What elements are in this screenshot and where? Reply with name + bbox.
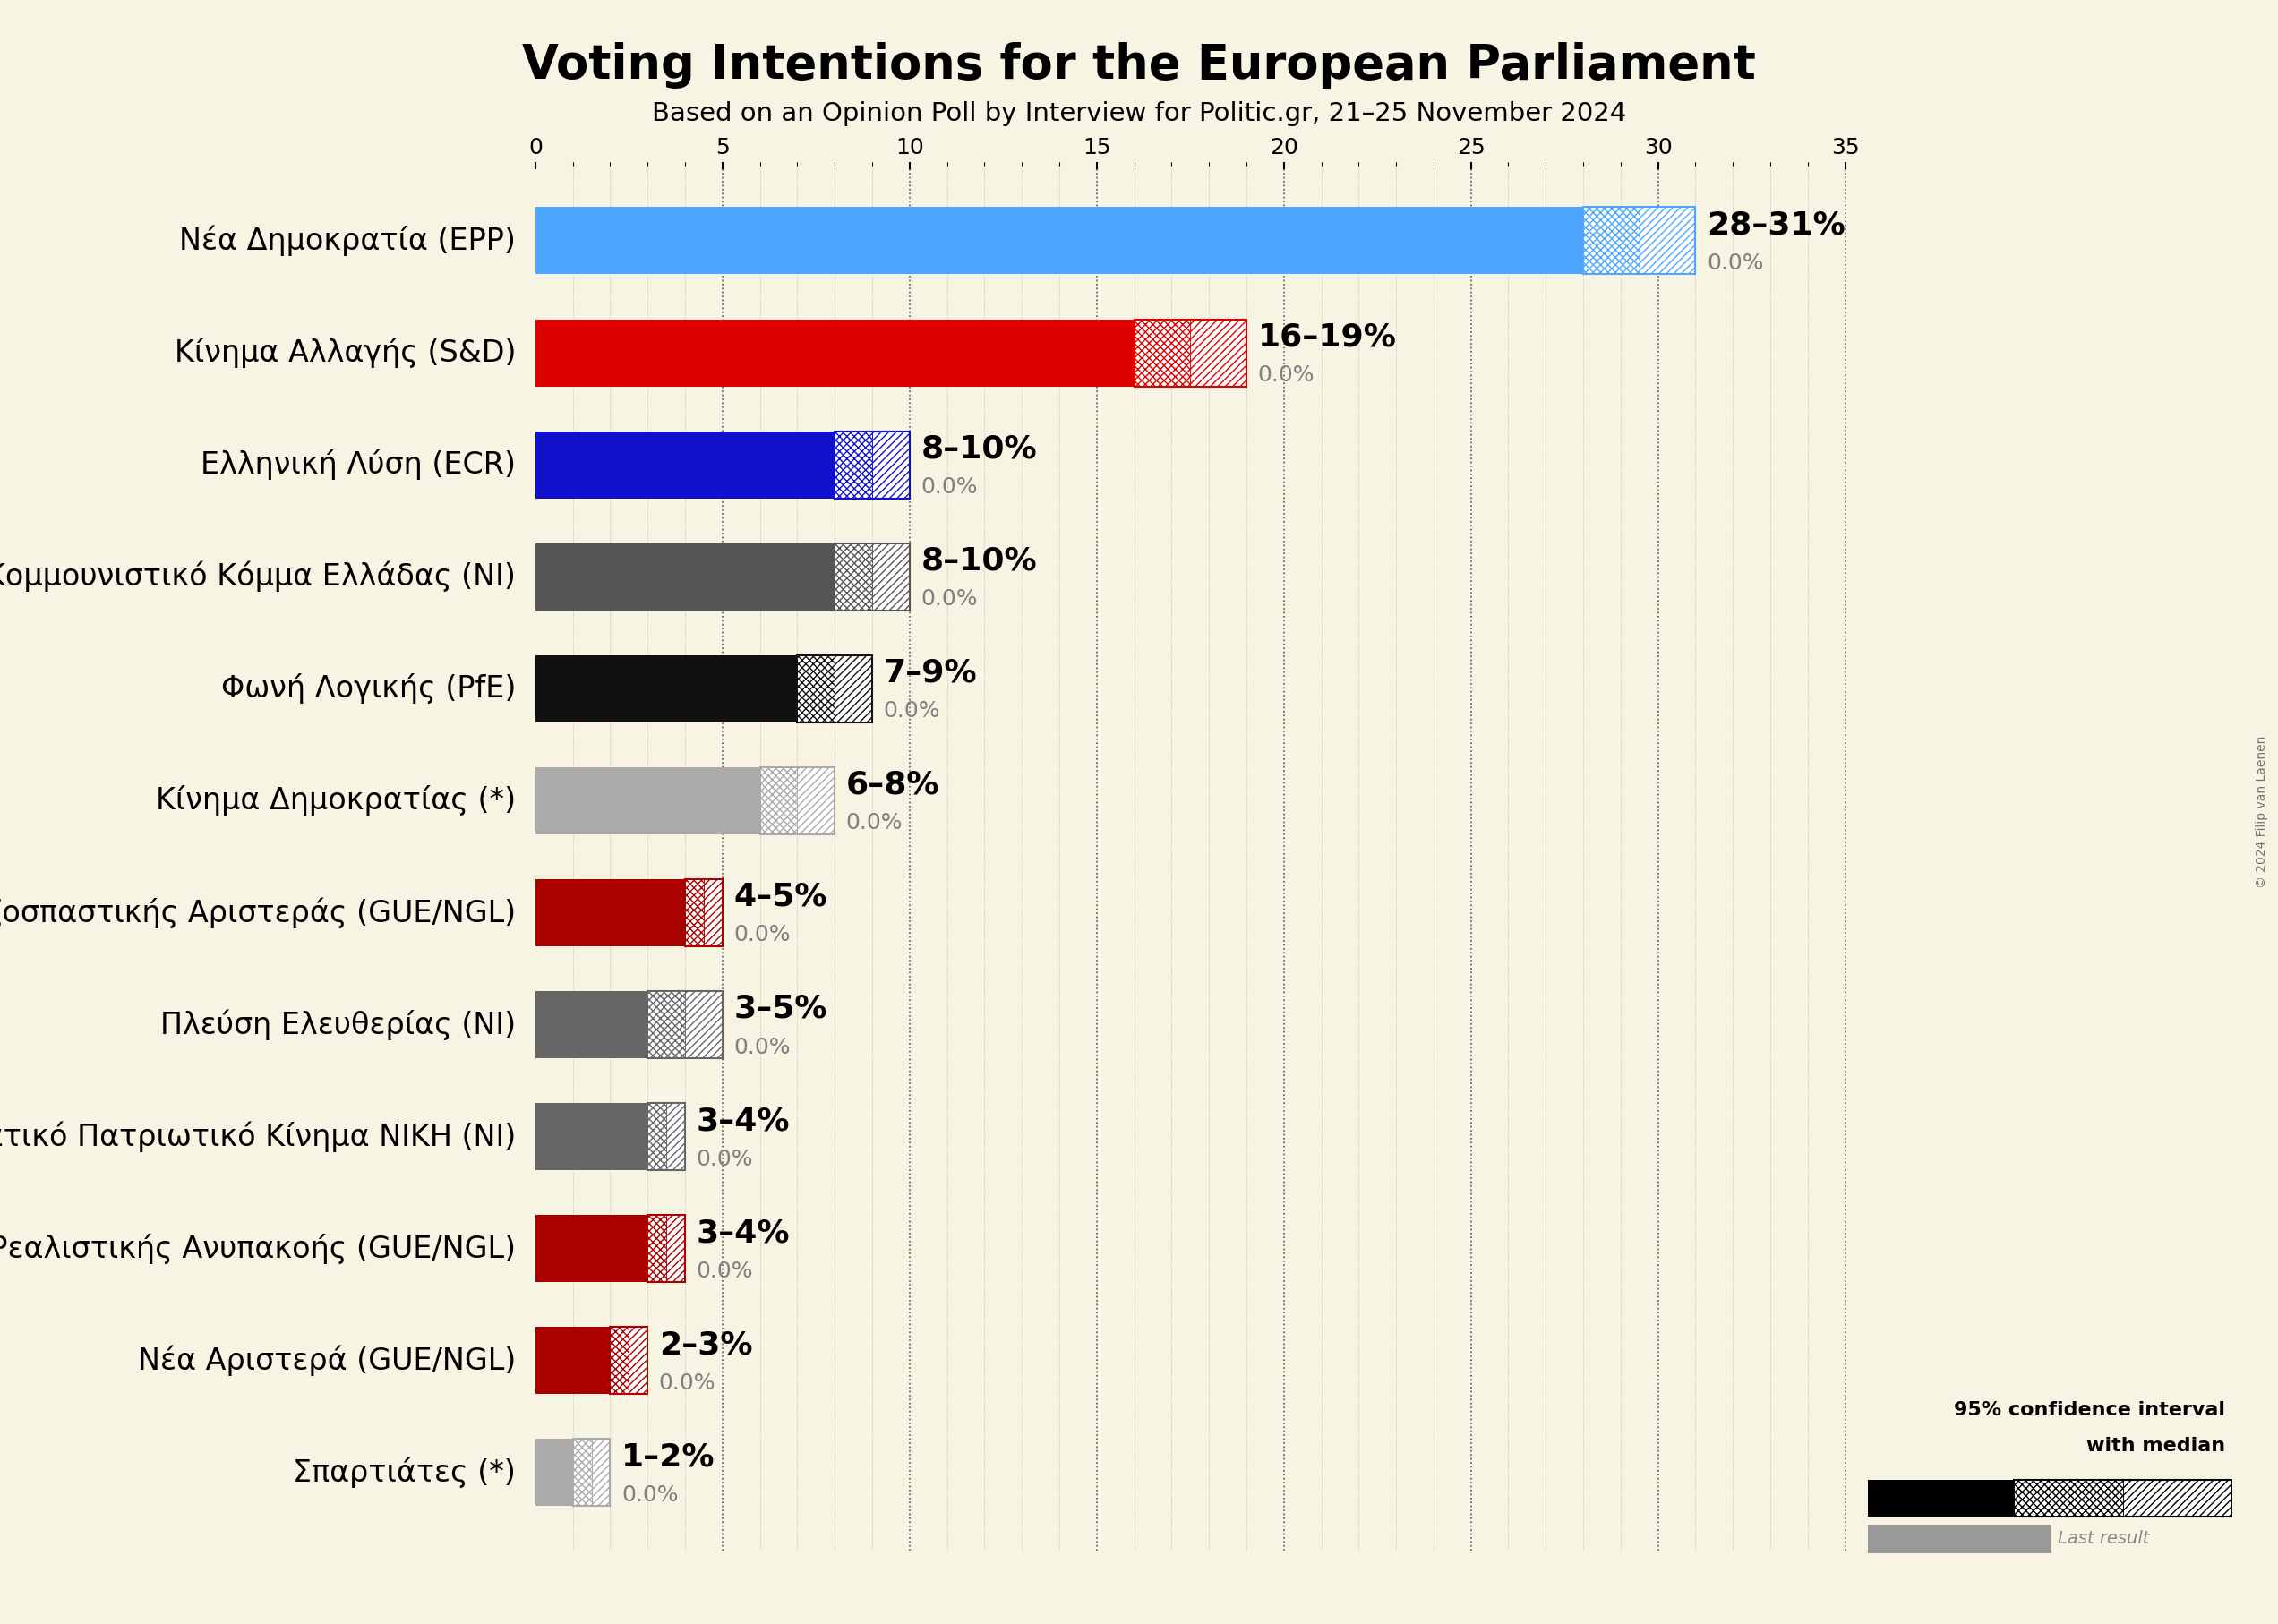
Text: 0.0%: 0.0% [658,1372,715,1393]
Text: © 2024 Filip van Laenen: © 2024 Filip van Laenen [2255,736,2269,888]
Bar [797,654,872,723]
Bar [704,879,722,947]
Text: 0.0%: 0.0% [1706,252,1763,274]
Bar [686,879,722,947]
Text: Last result: Last result [2057,1530,2148,1548]
Text: 6–8%: 6–8% [845,770,939,801]
Bar [834,542,909,611]
Bar [535,879,686,947]
Bar [797,654,872,723]
Text: Voting Intentions for the European Parliament: Voting Intentions for the European Parli… [522,42,1756,88]
Bar [1868,1479,2014,1517]
Bar [647,991,722,1059]
Bar [647,1215,686,1283]
Text: 0.0%: 0.0% [697,1148,754,1169]
Bar [535,767,761,835]
Bar [1134,320,1246,387]
Bar [761,767,797,835]
Bar [535,1439,572,1505]
Bar [535,208,1583,274]
Bar [834,430,909,499]
Bar [761,767,834,835]
Bar [834,542,909,611]
Bar [665,1103,686,1171]
Text: 0.0%: 0.0% [920,588,977,611]
Bar [834,654,872,723]
Text: 4–5%: 4–5% [734,882,827,913]
Text: 2–3%: 2–3% [658,1330,752,1361]
Bar [572,1439,611,1505]
Text: 3–4%: 3–4% [697,1218,790,1249]
Bar [611,1327,647,1393]
Bar [535,320,1134,387]
Text: Based on an Opinion Poll by Interview for Politic.gr, 21–25 November 2024: Based on an Opinion Poll by Interview fo… [652,101,1626,127]
Bar [1868,1525,2050,1553]
Bar [535,991,647,1059]
Bar [647,991,686,1059]
Bar [535,1103,647,1171]
Bar [572,1439,592,1505]
Bar [647,1103,665,1171]
Bar [686,879,704,947]
Bar [834,542,872,611]
Bar [611,1327,647,1393]
Bar [535,430,834,499]
Text: 3–5%: 3–5% [734,994,827,1025]
Text: 0.0%: 0.0% [734,924,790,945]
Bar [834,430,872,499]
Bar [535,1215,647,1283]
Text: 0.0%: 0.0% [845,812,902,833]
Text: 3–4%: 3–4% [697,1106,790,1137]
Text: 0.0%: 0.0% [920,476,977,499]
Text: 8–10%: 8–10% [920,434,1036,464]
Bar [834,430,909,499]
Bar [647,1215,686,1283]
Bar [2014,1479,2123,1517]
Bar [535,542,834,611]
Bar [592,1439,611,1505]
Bar [535,1327,611,1393]
Bar [686,991,722,1059]
Bar [535,654,797,723]
Bar [647,1103,686,1171]
Bar [2123,1479,2232,1517]
Bar [1134,320,1246,387]
Bar [2123,1479,2232,1517]
Text: 1–2%: 1–2% [622,1442,715,1471]
Text: 0.0%: 0.0% [622,1484,679,1505]
Bar [872,542,909,611]
Text: 28–31%: 28–31% [1706,209,1845,240]
Bar [2014,1479,2232,1517]
Bar [629,1327,647,1393]
Text: 16–19%: 16–19% [1257,322,1396,352]
Bar [1134,320,1191,387]
Text: 8–10%: 8–10% [920,546,1036,577]
Bar [1583,208,1640,274]
Text: with median: with median [2087,1437,2226,1455]
Bar [1583,208,1695,274]
Bar [665,1215,686,1283]
Text: 0.0%: 0.0% [697,1260,754,1281]
Text: 0.0%: 0.0% [884,700,941,721]
Bar [872,430,909,499]
Bar [647,1215,665,1283]
Bar [1583,208,1695,274]
Text: 0.0%: 0.0% [1257,364,1314,387]
Text: 0.0%: 0.0% [734,1036,790,1057]
Bar [797,654,834,723]
Text: 95% confidence interval: 95% confidence interval [1955,1400,2226,1419]
Bar [647,1103,686,1171]
Bar [686,879,722,947]
Bar [797,767,834,835]
Bar [647,991,722,1059]
Text: 7–9%: 7–9% [884,658,977,689]
Bar [2014,1479,2123,1517]
Bar [761,767,834,835]
Bar [1640,208,1695,274]
Bar [1189,320,1246,387]
Bar [611,1327,629,1393]
Bar [572,1439,611,1505]
